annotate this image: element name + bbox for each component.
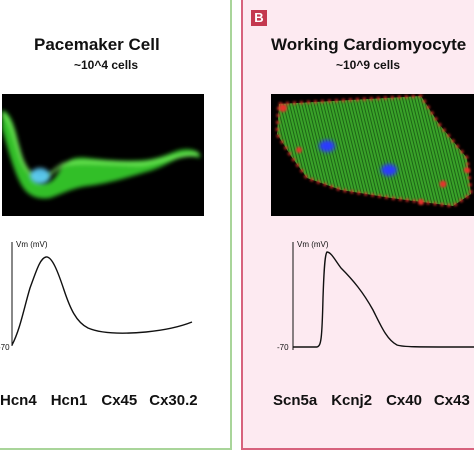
- pacemaker-cell-count: ~10^4 cells: [74, 58, 139, 72]
- cardiomyocyte-cell-image: [275, 94, 473, 208]
- cardiomyocyte-gene-list: Scn5a Kcnj2 Cx40 Cx43: [273, 392, 470, 409]
- pacemaker-gene-cx45: Cx45: [101, 392, 138, 409]
- cardiomyocyte-y-axis-label: Vm (mV): [297, 240, 329, 249]
- pacemaker-cell-image: [2, 110, 200, 199]
- cardiomyocyte-panel: B Working Cardiomyocyte ~10^9 cells: [241, 0, 474, 450]
- cardiomyocyte-baseline-label: -70: [277, 343, 289, 352]
- cardiomyocyte-title: Working Cardiomyocyte: [271, 35, 467, 54]
- pacemaker-trace-plot: Vm (mV) -70: [0, 240, 193, 352]
- pacemaker-title: Pacemaker Cell: [34, 35, 160, 54]
- cardiomyocyte-gene-scn5a: Scn5a: [273, 392, 318, 409]
- cardiomyocyte-gene-cx43: Cx43: [433, 392, 470, 409]
- pacemaker-gene-hcn1: Hcn1: [50, 392, 88, 409]
- pacemaker-baseline-label: -70: [0, 343, 10, 352]
- cardiomyocyte-cell-count: ~10^9 cells: [336, 58, 401, 72]
- pacemaker-trace-line: [11, 256, 193, 346]
- panel-letter-b: B: [251, 10, 267, 26]
- pacemaker-panel: Pacemaker Cell ~10^4 cells: [0, 0, 232, 450]
- pacemaker-y-axis-label: Vm (mV): [16, 240, 48, 249]
- cardiomyocyte-micrograph: [271, 94, 474, 216]
- cardiomyocyte-gene-cx40: Cx40: [386, 392, 422, 409]
- pacemaker-action-potential: Vm (mV) -70: [0, 238, 206, 358]
- cardiomyocyte-action-potential: Vm (mV) -70: [277, 238, 474, 358]
- cardiomyocyte-gene-kcnj2: Kcnj2: [331, 392, 373, 409]
- cardiomyocyte-trace-line: [293, 251, 474, 348]
- cardiomyocyte-trace-plot: Vm (mV) -70: [277, 240, 474, 352]
- pacemaker-gene-cx30-2: Cx30.2: [149, 392, 198, 409]
- pacemaker-micrograph: [2, 94, 204, 216]
- pacemaker-gene-list: Hcn4 Hcn1 Cx45 Cx30.2: [0, 392, 198, 409]
- pacemaker-gene-hcn4: Hcn4: [0, 392, 37, 409]
